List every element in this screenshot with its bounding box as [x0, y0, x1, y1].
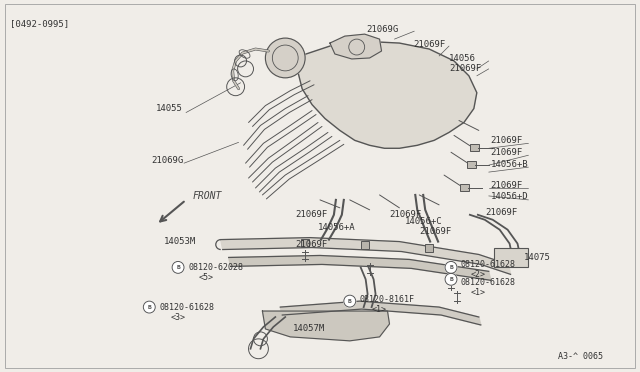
Text: A3-^ 0065: A3-^ 0065 — [558, 352, 604, 361]
Polygon shape — [221, 238, 511, 274]
Bar — [467, 161, 476, 168]
Polygon shape — [228, 256, 491, 280]
Polygon shape — [298, 41, 477, 148]
Text: 21069F: 21069F — [419, 227, 451, 236]
Text: 21069F: 21069F — [449, 64, 481, 73]
Polygon shape — [262, 311, 390, 341]
Polygon shape — [330, 34, 381, 59]
Circle shape — [344, 295, 356, 307]
Text: 14057M: 14057M — [293, 324, 326, 333]
Circle shape — [445, 273, 457, 285]
Bar — [361, 241, 369, 248]
Bar — [460, 184, 469, 191]
Text: <3>: <3> — [171, 312, 186, 321]
Text: <1>: <1> — [372, 305, 387, 314]
Text: B: B — [449, 265, 453, 270]
Text: <1>: <1> — [471, 288, 486, 297]
Text: 21069F: 21069F — [491, 180, 523, 189]
Text: 21069G: 21069G — [151, 156, 184, 165]
Text: [0492-0995]: [0492-0995] — [10, 19, 70, 28]
Polygon shape — [280, 301, 481, 325]
Text: 21069F: 21069F — [491, 136, 523, 145]
Text: 14056: 14056 — [449, 54, 476, 64]
Text: 21069F: 21069F — [295, 210, 328, 219]
Text: 21069F: 21069F — [413, 39, 445, 49]
Text: 14056+B: 14056+B — [491, 160, 529, 169]
Text: 14056+A: 14056+A — [318, 223, 356, 232]
Text: <5>: <5> — [199, 273, 214, 282]
Text: 14056+D: 14056+D — [491, 192, 529, 201]
Text: 08120-61628: 08120-61628 — [461, 278, 516, 287]
Circle shape — [143, 301, 156, 313]
Text: <2>: <2> — [471, 270, 486, 279]
Bar — [425, 244, 433, 251]
Text: FRONT: FRONT — [193, 191, 222, 201]
Bar — [301, 238, 309, 247]
Text: 21069F: 21069F — [491, 148, 523, 157]
Text: 14056+C: 14056+C — [404, 217, 442, 226]
Circle shape — [445, 262, 457, 273]
Text: 21069F: 21069F — [390, 210, 422, 219]
Text: 08120-61628: 08120-61628 — [461, 260, 516, 269]
Text: 08120-61628: 08120-61628 — [159, 302, 214, 312]
Text: 08120-8161F: 08120-8161F — [360, 295, 415, 304]
Text: B: B — [147, 305, 151, 310]
Circle shape — [266, 38, 305, 78]
Text: B: B — [348, 299, 351, 304]
Text: B: B — [449, 277, 453, 282]
Text: 21069G: 21069G — [367, 25, 399, 34]
Text: 14053M: 14053M — [164, 237, 196, 246]
Text: 21069F: 21069F — [486, 208, 518, 217]
Text: 14075: 14075 — [524, 253, 550, 262]
Circle shape — [172, 262, 184, 273]
Bar — [493, 247, 529, 267]
Bar — [470, 144, 479, 151]
Text: 21069F: 21069F — [295, 240, 328, 249]
Text: 08120-62028: 08120-62028 — [189, 263, 244, 272]
Text: B: B — [176, 265, 180, 270]
Text: 14055: 14055 — [156, 104, 183, 113]
